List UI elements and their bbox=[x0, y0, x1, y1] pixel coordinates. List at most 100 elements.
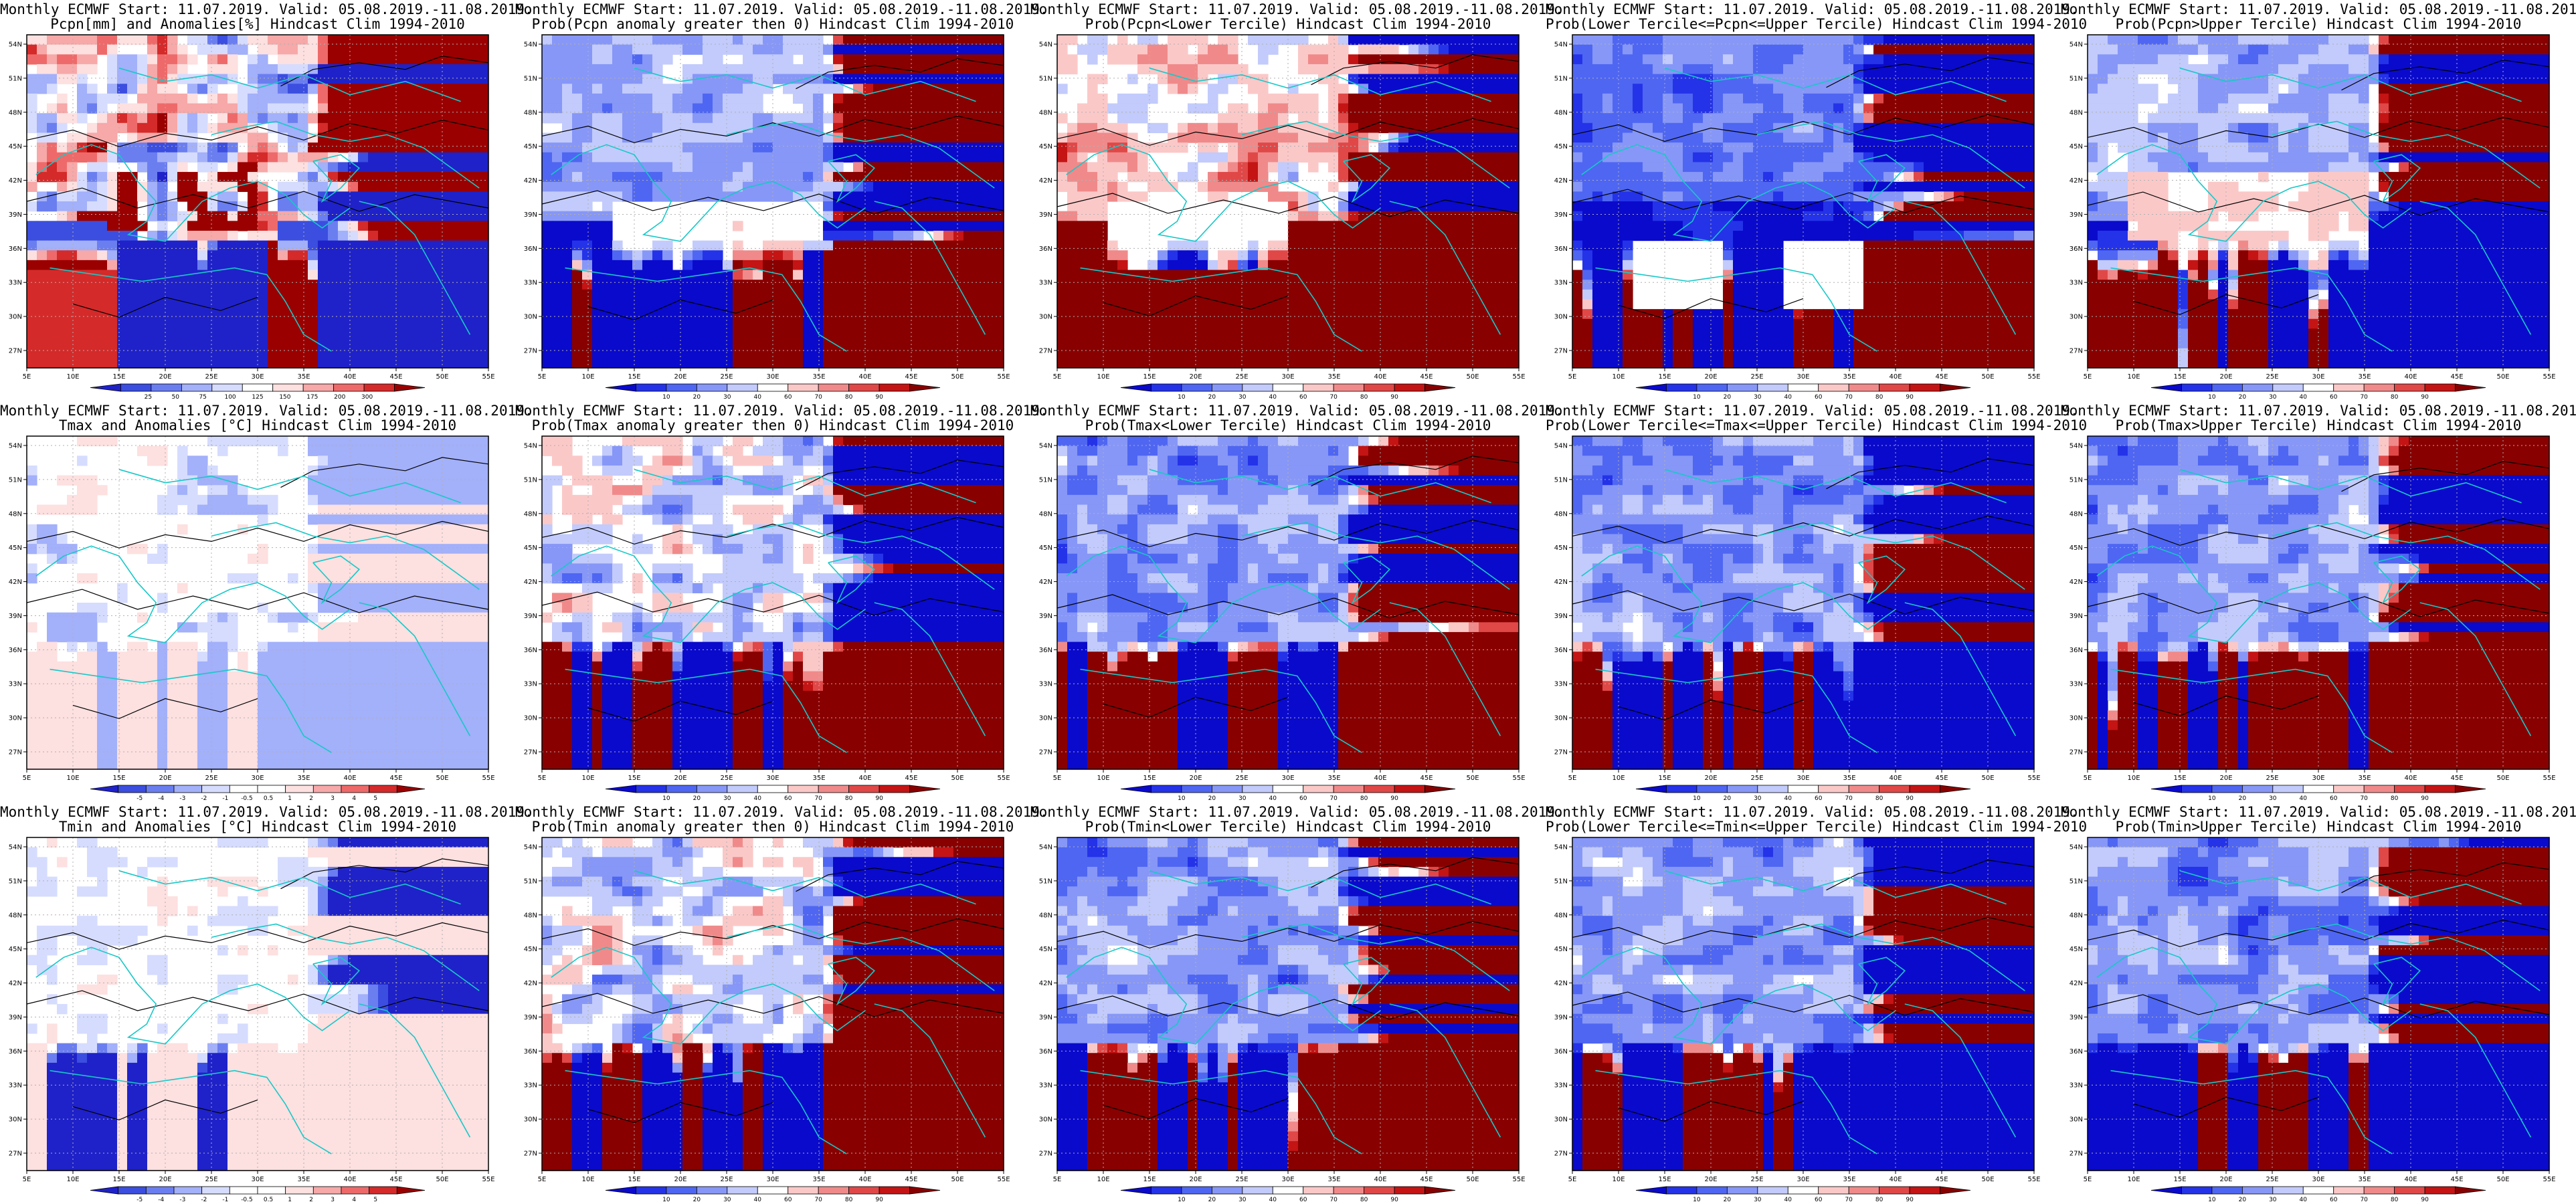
colorbar-label: 75 bbox=[199, 394, 206, 401]
colorbar-label: 20 bbox=[1724, 795, 1732, 802]
colorbar-swatch bbox=[2272, 785, 2304, 793]
lon-tick-label: 15E bbox=[1143, 373, 1156, 381]
colorbar-swatch bbox=[2241, 785, 2274, 793]
colorbar-swatch bbox=[333, 383, 365, 392]
lon-tick-label: 45E bbox=[2450, 373, 2463, 381]
lon-tick-label: 40E bbox=[858, 775, 871, 782]
coastlines bbox=[1066, 870, 1510, 1155]
colorbar-swatch bbox=[2333, 785, 2365, 793]
colorbar-label: 60 bbox=[1815, 394, 1823, 401]
lon-tick-label: 25E bbox=[1235, 775, 1248, 782]
coastlines bbox=[35, 469, 480, 753]
colorbar-swatch bbox=[1394, 383, 1425, 392]
colorbar-swatch bbox=[118, 1186, 147, 1195]
lon-tick-label: 45E bbox=[389, 373, 402, 381]
colorbar: 10 20 30 40 60 70 80 90 bbox=[1635, 1186, 1971, 1203]
lat-tick-label: 33N bbox=[9, 681, 22, 688]
colorbar-label: 1 bbox=[288, 795, 292, 802]
lon-tick-label: 45E bbox=[1420, 1176, 1433, 1183]
lat-tick-label: 27N bbox=[2069, 749, 2083, 757]
colorbar-label: 60 bbox=[1815, 1197, 1823, 1203]
colorbar-swatch bbox=[666, 785, 697, 793]
colorbar-label: 4 bbox=[352, 1197, 356, 1203]
colorbar-swatch bbox=[727, 383, 758, 392]
colorbar-swatch bbox=[2211, 785, 2243, 793]
lat-tick-label: 30N bbox=[524, 314, 537, 321]
lon-tick-label: 55E bbox=[482, 373, 494, 381]
colorbar-swatch bbox=[1333, 1186, 1365, 1195]
colorbar-swatch bbox=[696, 383, 728, 392]
colorbar-swatch bbox=[369, 785, 397, 793]
colorbar-swatch bbox=[605, 785, 636, 793]
coastlines bbox=[1581, 870, 2025, 1155]
lat-tick-label: 33N bbox=[1554, 1082, 1568, 1090]
lat-tick-label: 54N bbox=[2069, 844, 2083, 851]
map-panel-tmax-middle: Monthly ECMWF Start: 11.07.2019. Valid: … bbox=[1546, 401, 2087, 803]
shaded-field bbox=[27, 35, 489, 369]
colorbar-swatch bbox=[1818, 785, 1849, 793]
colorbar-label: 30 bbox=[2269, 795, 2277, 802]
shaded-field bbox=[1572, 436, 2035, 770]
lon-tick-label: 5E bbox=[2084, 775, 2092, 782]
lat-tick-label: 45N bbox=[9, 946, 22, 953]
lon-tick-label: 20E bbox=[1704, 1176, 1717, 1183]
colorbar-swatch bbox=[818, 1186, 850, 1195]
lat-tick-label: 45N bbox=[1554, 143, 1568, 150]
colorbar-swatch bbox=[394, 383, 426, 392]
colorbar-swatch bbox=[1757, 785, 1788, 793]
lon-tick-label: 25E bbox=[720, 373, 733, 381]
panel-title-line2: Prob(Tmin anomaly greater then 0) Hindca… bbox=[515, 819, 1030, 835]
colorbar-swatch bbox=[312, 785, 342, 793]
colorbar-swatch bbox=[2394, 1186, 2425, 1195]
lat-tick-label: 42N bbox=[9, 177, 22, 185]
lat-tick-label: 48N bbox=[9, 510, 22, 518]
map-panel-tmin-prob-pos: Monthly ECMWF Start: 11.07.2019. Valid: … bbox=[515, 803, 1048, 1204]
lon-tick-label: 40E bbox=[2404, 373, 2417, 381]
colorbar-swatch bbox=[1818, 1186, 1849, 1195]
colorbar-swatch bbox=[1272, 1186, 1304, 1195]
colorbar-label: 40 bbox=[2300, 394, 2308, 401]
colorbar-swatch bbox=[341, 1186, 370, 1195]
colorbar-swatch bbox=[1757, 1186, 1788, 1195]
colorbar: 10 20 30 40 60 70 80 90 bbox=[2150, 383, 2486, 401]
colorbar-swatch bbox=[666, 1186, 697, 1195]
lon-tick-label: 25E bbox=[2266, 373, 2278, 381]
colorbar-label: 90 bbox=[1906, 394, 1914, 401]
colorbar-swatch bbox=[727, 1186, 758, 1195]
colorbar-swatch bbox=[90, 1186, 119, 1195]
colorbar-label: 20 bbox=[1208, 394, 1216, 401]
lat-tick-label: 33N bbox=[524, 280, 537, 287]
colorbar-swatch bbox=[257, 785, 286, 793]
colorbar-swatch bbox=[2424, 1186, 2456, 1195]
panel-title-line1: Monthly ECMWF Start: 11.07.2019. Valid: … bbox=[515, 804, 1048, 820]
map-panel-tmin-anomaly: Monthly ECMWF Start: 11.07.2019. Valid: … bbox=[0, 803, 533, 1204]
map-panel-pcpn-prob-pos: Monthly ECMWF Start: 11.07.2019. Valid: … bbox=[515, 0, 1048, 401]
lat-tick-label: 30N bbox=[1554, 1116, 1568, 1124]
colorbar-label: 40 bbox=[754, 394, 762, 401]
colorbar-label: 30 bbox=[723, 795, 731, 802]
colorbar-swatch bbox=[636, 383, 667, 392]
map-panel-tmax-anomaly: Monthly ECMWF Start: 11.07.2019. Valid: … bbox=[0, 401, 533, 803]
lat-tick-label: 36N bbox=[1554, 245, 1568, 253]
colorbar-swatch bbox=[1940, 383, 1971, 392]
lat-tick-label: 51N bbox=[1039, 878, 1052, 885]
colorbar-swatch bbox=[312, 1186, 342, 1195]
colorbar-swatch bbox=[2150, 785, 2182, 793]
colorbar: 10 20 30 40 60 70 80 90 bbox=[605, 383, 941, 401]
lat-tick-label: 54N bbox=[2069, 443, 2083, 450]
lon-tick-label: 40E bbox=[343, 775, 356, 782]
lat-tick-label: 27N bbox=[524, 1150, 537, 1158]
contour-lines bbox=[1056, 857, 1520, 1119]
colorbar-label: 10 bbox=[1178, 1197, 1186, 1203]
colorbar-label: -3 bbox=[179, 1197, 185, 1203]
colorbar-swatch bbox=[2181, 1186, 2213, 1195]
map-panel-tmax-lower: Monthly ECMWF Start: 11.07.2019. Valid: … bbox=[1030, 401, 1564, 803]
panel-title-line1: Monthly ECMWF Start: 11.07.2019. Valid: … bbox=[515, 1, 1048, 17]
lon-tick-label: 30E bbox=[1797, 373, 1809, 381]
lat-tick-label: 54N bbox=[9, 443, 22, 450]
lon-tick-label: 15E bbox=[112, 373, 125, 381]
lat-tick-label: 54N bbox=[1039, 443, 1052, 450]
colorbar-swatch bbox=[1364, 785, 1395, 793]
map-canvas: 5E 10E 15E 20E 25E 30E 35E 40E 45E 50E 55E 54N 51N 48… bbox=[524, 837, 1010, 1203]
colorbar-label: 40 bbox=[1784, 394, 1792, 401]
